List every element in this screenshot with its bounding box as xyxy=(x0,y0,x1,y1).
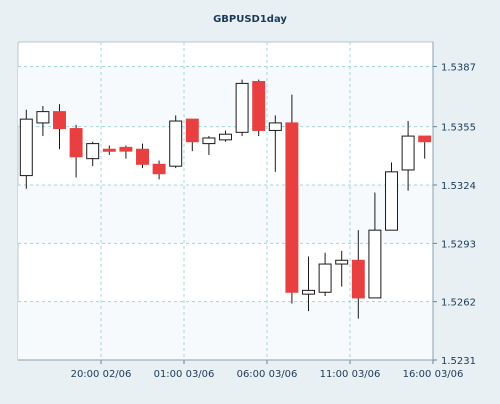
candle xyxy=(335,250,349,287)
x-tick-label: 06:00 03/06 xyxy=(237,369,298,380)
candle-body-up xyxy=(169,120,183,167)
grid-band xyxy=(18,66,433,127)
candle-body-down xyxy=(152,163,166,175)
y-tick-label: 1.5387 xyxy=(441,62,476,73)
grid-band xyxy=(18,185,433,244)
candle xyxy=(86,141,100,167)
candle-body-down xyxy=(53,111,66,130)
grid-lines xyxy=(18,42,434,361)
candle-body-up xyxy=(235,82,249,133)
candle-body-down xyxy=(185,118,199,143)
y-tick-label: 1.5324 xyxy=(441,181,476,192)
candle xyxy=(351,230,365,319)
y-tick-label: 1.5293 xyxy=(441,239,476,250)
candle xyxy=(418,135,432,159)
candle xyxy=(368,192,382,299)
candle-body-up xyxy=(36,111,50,124)
candle xyxy=(285,94,299,304)
candle xyxy=(102,145,116,155)
candle xyxy=(252,79,266,137)
grid-band xyxy=(18,301,433,360)
candle-body-up xyxy=(302,289,315,295)
chart-title: GBPUSD1day xyxy=(213,14,287,25)
candle xyxy=(302,256,315,312)
candle xyxy=(119,145,133,159)
candle xyxy=(401,121,415,191)
candle-body-up xyxy=(318,263,332,293)
candle-body-down xyxy=(418,135,432,143)
candle-body-up xyxy=(19,118,33,177)
candle-body-down xyxy=(136,148,149,165)
candle xyxy=(53,104,66,150)
y-tick-label: 1.5231 xyxy=(441,356,476,367)
y-tick-label: 1.5355 xyxy=(441,123,476,134)
candle-body-up xyxy=(268,122,282,131)
candle xyxy=(36,105,50,137)
candle-body-down xyxy=(285,122,299,293)
candle-body-up xyxy=(86,143,100,160)
candle-body-down xyxy=(69,128,83,158)
x-tick-label: 16:00 03/06 xyxy=(403,369,464,380)
y-tick-label: 1.5262 xyxy=(441,298,476,309)
candle-body-up xyxy=(202,137,216,145)
candle-body-down xyxy=(102,148,116,152)
candle-body-down xyxy=(252,81,266,131)
candle-body-up xyxy=(401,135,415,171)
candle xyxy=(385,162,398,231)
x-axis: 20:00 02/06 01:00 03/06 06:00 03/06 11:00 0… xyxy=(18,359,464,380)
candle xyxy=(152,160,166,180)
candle xyxy=(202,136,216,155)
candle xyxy=(185,118,199,152)
candle xyxy=(219,130,232,142)
candle xyxy=(318,252,332,297)
candle-body-down xyxy=(119,146,133,152)
candle-body-up xyxy=(219,133,232,141)
candle xyxy=(69,124,83,178)
x-tick-label: 11:00 03/06 xyxy=(320,369,381,380)
y-axis: 1.5387 1.5355 1.5324 1.5293 1.5262 1.5231 xyxy=(432,42,476,367)
candle-body-down xyxy=(351,259,365,299)
candle xyxy=(136,143,149,169)
candle-body-up xyxy=(368,229,382,299)
candle xyxy=(19,109,33,189)
candle xyxy=(235,79,249,137)
candle xyxy=(268,115,282,172)
x-tick-label: 01:00 03/06 xyxy=(154,369,215,380)
x-tick-label: 20:00 02/06 xyxy=(71,369,132,380)
candle-body-up xyxy=(385,171,398,231)
candles xyxy=(19,79,432,319)
candle xyxy=(169,115,183,169)
candle-body-up xyxy=(335,259,349,265)
